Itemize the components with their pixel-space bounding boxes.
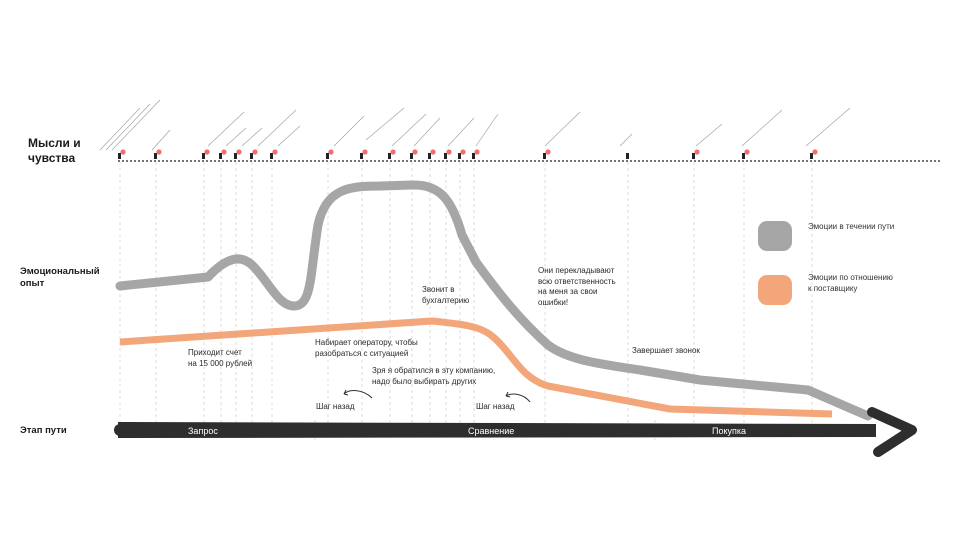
stage-arrow-head <box>867 407 917 457</box>
thought-markers <box>118 149 818 159</box>
stage-arrow-body <box>118 422 876 438</box>
annotation-step-back-1: Шаг назад <box>316 402 355 411</box>
row-title-stage: Этап пути <box>20 425 67 436</box>
legend-label-journey: Эмоции в течении пути <box>808 222 895 231</box>
annotation-ends-call: Завершает звонок <box>632 346 700 355</box>
supplier-emotion-curve <box>119 317 833 418</box>
annotation-invoice: Приходит счет на 15 000 рублей <box>188 348 253 368</box>
stage-comparison: Сравнение <box>468 426 515 436</box>
stage-request: Запрос <box>188 426 218 436</box>
step-back-arrow-1 <box>343 390 373 399</box>
legend-swatch-supplier <box>758 275 792 305</box>
row-title-emotions: Эмоциональный опыт <box>20 266 100 289</box>
thought-notes <box>99 99 851 151</box>
row-title-thoughts: Мысли и чувства <box>28 136 81 165</box>
annotation-step-back-2: Шаг назад <box>476 402 515 411</box>
annotation-regret: Зря я обратился в эту компанию, надо был… <box>372 366 496 386</box>
journey-emotion-curve <box>115 180 873 421</box>
annotation-operator: Набирает оператору, чтобы разобраться с … <box>315 338 418 358</box>
annotation-blame: Они перекладывают всю ответственность на… <box>538 266 616 307</box>
legend-swatch-journey <box>758 221 792 251</box>
stage-purchase: Покупка <box>712 426 747 436</box>
annotation-accounting: Звонит в бухгалтерию <box>422 285 470 305</box>
legend-label-supplier: Эмоции по отношению к поставщику <box>808 273 893 293</box>
step-back-arrow-2 <box>505 393 531 403</box>
